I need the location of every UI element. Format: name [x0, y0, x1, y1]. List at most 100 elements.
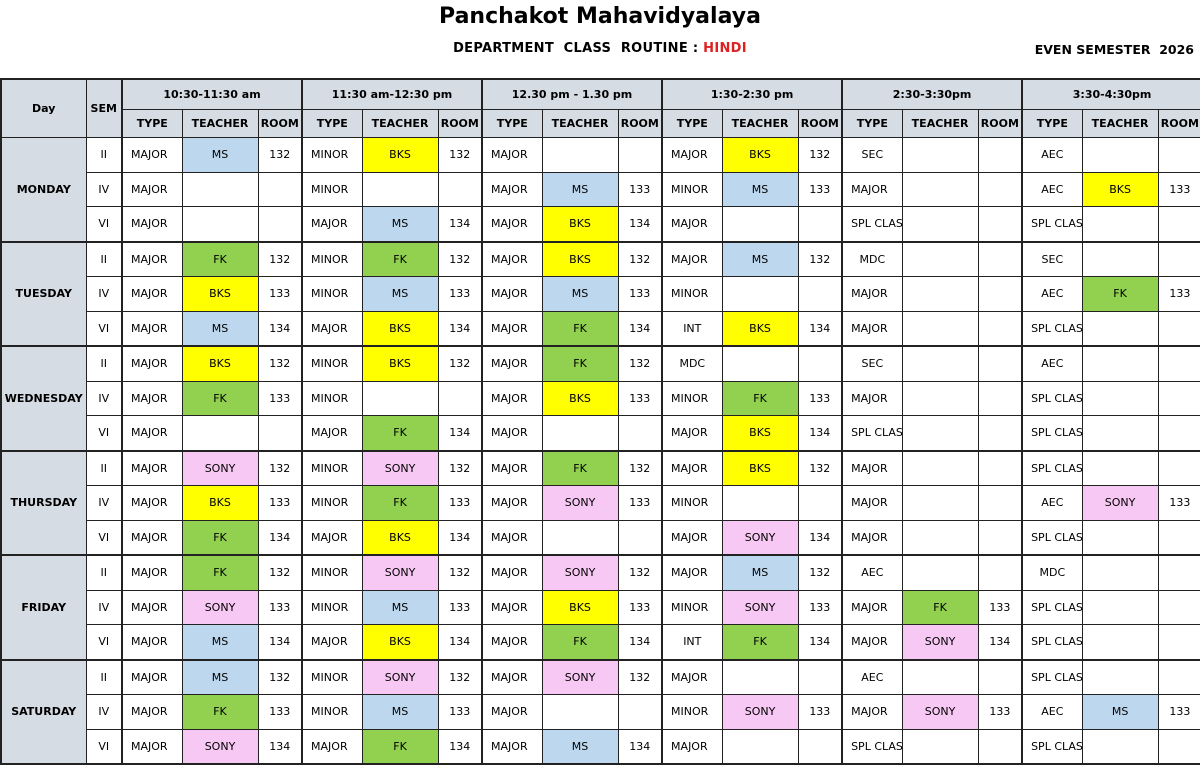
sem-cell: II: [85, 241, 123, 277]
type-cell: SPL CLASS: [1021, 624, 1083, 661]
teacher-cell: BKS: [1081, 171, 1159, 207]
type-cell: AEC: [1021, 171, 1083, 207]
room-cell: 134: [437, 624, 483, 661]
type-cell: MAJOR: [301, 206, 363, 243]
time-slot-header: 12.30 pm - 1.30 pm: [481, 78, 663, 110]
room-cell: 133: [437, 485, 483, 521]
type-cell: MAJOR: [661, 519, 723, 556]
type-cell: MAJOR: [841, 450, 903, 486]
type-cell: MAJOR: [481, 519, 543, 556]
table-row: VI MAJOR SONY 134 MAJOR FK 134 MAJOR MS 134 MAJOR S…: [1, 728, 1200, 765]
teacher-cell: [541, 137, 619, 173]
table-row: IV MAJOR SONY 133 MINOR MS 133 MAJOR BKS 133 MINOR…: [1, 589, 1200, 625]
day-header: Day: [0, 78, 87, 138]
teacher-cell: FK: [541, 310, 619, 347]
room-header: ROOM: [257, 109, 303, 138]
type-cell: INT: [661, 310, 723, 347]
type-cell: SPL CLASS: [1021, 310, 1083, 347]
time-slot-header: 3:30-4:30pm: [1021, 78, 1200, 110]
type-cell: MAJOR: [481, 659, 543, 695]
type-cell: SEC: [1021, 241, 1083, 277]
type-cell: MDC: [841, 241, 903, 277]
day-cell: FRIDAY: [0, 554, 87, 661]
room-cell: 132: [617, 659, 663, 695]
teacher-cell: [1081, 450, 1159, 486]
teacher-cell: MS: [181, 659, 259, 695]
teacher-cell: [901, 728, 979, 765]
room-cell: [1157, 415, 1200, 452]
class-routine-table: Day SEM 10:30-11:30 am 11:30 am-12:30 pm 12.…: [0, 78, 1200, 765]
type-cell: MAJOR: [121, 450, 183, 486]
room-cell: 134: [257, 624, 303, 661]
room-cell: 133: [257, 380, 303, 416]
type-cell: MAJOR: [841, 171, 903, 207]
type-header: TYPE: [121, 109, 183, 138]
room-cell: [977, 171, 1023, 207]
type-cell: MINOR: [301, 450, 363, 486]
room-header: ROOM: [437, 109, 483, 138]
type-cell: MAJOR: [301, 415, 363, 452]
room-cell: 134: [617, 624, 663, 661]
type-cell: MAJOR: [121, 624, 183, 661]
teacher-cell: SONY: [901, 624, 979, 661]
teacher-header: TEACHER: [541, 109, 619, 138]
sem-cell: VI: [85, 310, 123, 347]
type-cell: MINOR: [301, 554, 363, 591]
teacher-cell: [901, 241, 979, 277]
room-cell: [617, 519, 663, 556]
room-cell: [977, 519, 1023, 556]
sem-cell: II: [85, 659, 123, 695]
college-title: Panchakot Mahavidyalaya: [439, 4, 761, 29]
teacher-cell: [1081, 554, 1159, 591]
table-row: SATURDAY II MAJOR MS 132 MINOR SONY 132 MAJOR SON…: [0, 659, 1200, 765]
teacher-cell: [901, 171, 979, 207]
room-cell: 132: [797, 137, 843, 173]
teacher-cell: BKS: [541, 380, 619, 416]
teacher-cell: MS: [721, 171, 799, 207]
teacher-cell: FK: [181, 694, 259, 730]
table-row: VI MAJOR MAJOR MS 134 MAJOR BKS 134 MAJOR SPL CLA…: [1, 206, 1200, 243]
day-cell: TUESDAY: [0, 241, 87, 347]
room-cell: [797, 276, 843, 312]
type-header: TYPE: [1021, 109, 1083, 138]
room-cell: 134: [617, 728, 663, 765]
type-cell: SPL CLASS: [841, 206, 903, 243]
teacher-cell: FK: [721, 380, 799, 416]
teacher-cell: BKS: [541, 241, 619, 277]
room-header: ROOM: [617, 109, 663, 138]
sem-cell: VI: [85, 519, 123, 556]
type-cell: MDC: [661, 345, 723, 382]
teacher-cell: MS: [361, 589, 439, 625]
room-cell: 132: [257, 137, 303, 173]
room-cell: [617, 694, 663, 730]
room-cell: 134: [437, 519, 483, 556]
type-header: TYPE: [661, 109, 723, 138]
room-cell: 132: [257, 450, 303, 486]
teacher-cell: BKS: [361, 519, 439, 556]
room-cell: [1157, 728, 1200, 765]
table-row: IV MAJOR FK 133 MINOR MAJOR BKS 133 MINOR FK 133 MA…: [1, 380, 1200, 416]
room-cell: 132: [437, 241, 483, 277]
room-cell: [1157, 450, 1200, 486]
table-row: VI MAJOR MAJOR FK 134 MAJOR MAJOR BKS 134 SPL CLA…: [1, 415, 1200, 452]
teacher-cell: SONY: [721, 589, 799, 625]
sem-cell: II: [85, 554, 123, 591]
teacher-cell: [1081, 659, 1159, 695]
room-cell: 133: [617, 485, 663, 521]
type-cell: MAJOR: [481, 554, 543, 591]
room-cell: 133: [797, 694, 843, 730]
room-cell: [617, 415, 663, 452]
room-cell: 133: [257, 589, 303, 625]
type-cell: MAJOR: [121, 659, 183, 695]
type-cell: MAJOR: [481, 728, 543, 765]
room-cell: [257, 206, 303, 243]
type-cell: MAJOR: [481, 694, 543, 730]
room-cell: 133: [1157, 694, 1200, 730]
type-cell: MAJOR: [301, 519, 363, 556]
type-cell: MINOR: [661, 589, 723, 625]
room-cell: [797, 728, 843, 765]
room-cell: 132: [617, 554, 663, 591]
teacher-cell: MS: [181, 624, 259, 661]
teacher-cell: SONY: [901, 694, 979, 730]
room-cell: 133: [257, 276, 303, 312]
